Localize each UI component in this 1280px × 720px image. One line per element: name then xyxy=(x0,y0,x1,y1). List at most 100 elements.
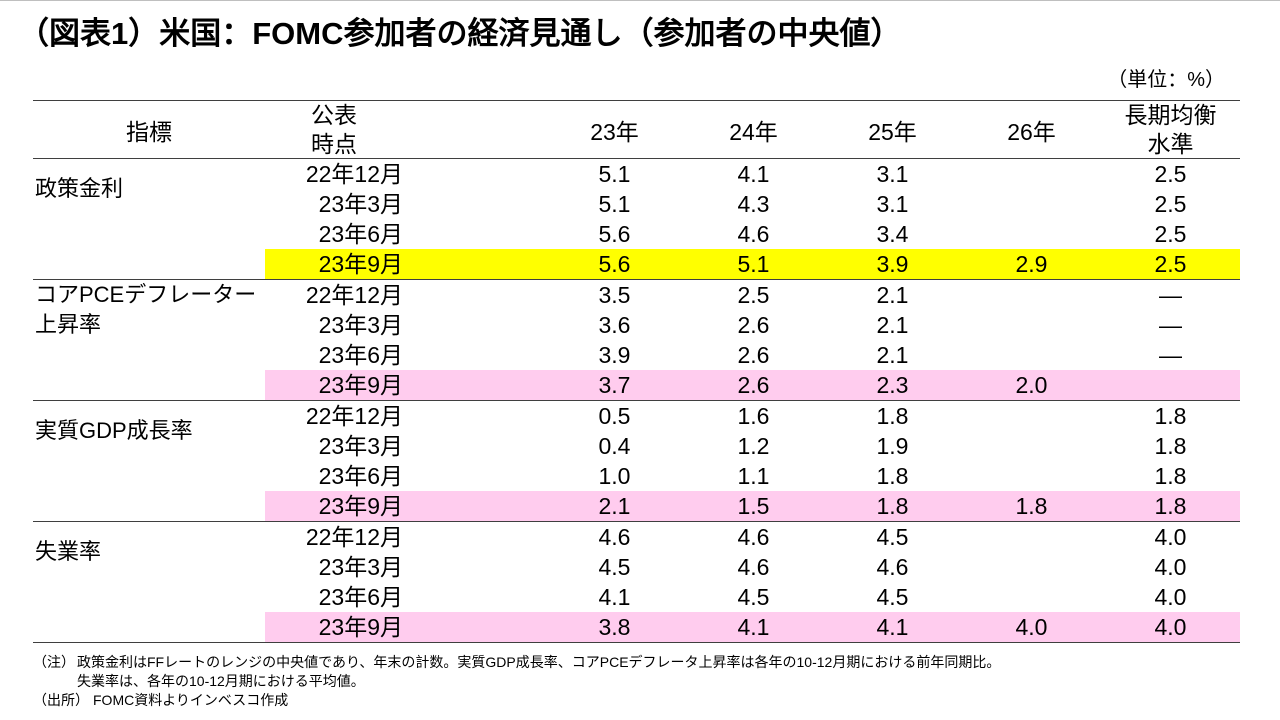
value-25: 4.6 xyxy=(876,554,909,580)
value-longrun: — xyxy=(1159,282,1182,308)
note-text: 失業率は、各年の10-12月期における平均値。 xyxy=(77,673,365,689)
value-25: 1.8 xyxy=(876,493,909,519)
indicator-label: 政策金利 xyxy=(35,159,263,219)
value-24: 4.6 xyxy=(737,221,770,247)
period-cell: 23年6月 xyxy=(318,342,403,368)
value-24: 4.5 xyxy=(737,584,770,610)
value-24: 4.3 xyxy=(737,191,770,217)
table-row-latest: 23年9月 3.7 2.6 2.3 2.0 xyxy=(265,370,1240,400)
period-cell: 23年6月 xyxy=(318,221,403,247)
source-label: （出所） xyxy=(33,692,89,708)
value-24: 2.5 xyxy=(737,282,770,308)
header-indicator: 指標 xyxy=(126,118,172,145)
indicator-label-line: 上昇率 xyxy=(35,312,102,337)
value-longrun: 4.0 xyxy=(1154,584,1187,610)
value-23: 4.5 xyxy=(598,554,631,580)
value-24: 1.2 xyxy=(737,433,770,459)
page-title: （図表1）米国：FOMC参加者の経済見通し（参加者の中央値） xyxy=(18,16,902,51)
table-row: 23年6月 5.6 4.6 3.4 2.5 xyxy=(265,219,1240,249)
note-text: 政策金利はFFレートのレンジの中央値であり、年末の計数。実質GDP成長率、コアP… xyxy=(77,654,1001,670)
period-cell: 22年12月 xyxy=(305,282,403,308)
value-24: 5.1 xyxy=(737,251,770,277)
value-23: 3.5 xyxy=(598,282,631,308)
indicator-label: 失業率 xyxy=(35,522,263,582)
period-cell: 22年12月 xyxy=(305,161,403,187)
period-cell: 23年9月 xyxy=(318,614,403,640)
value-24: 1.5 xyxy=(737,493,770,519)
value-longrun: 2.5 xyxy=(1154,161,1187,187)
value-25: 4.5 xyxy=(876,524,909,550)
value-24: 4.6 xyxy=(737,554,770,580)
footnotes: （注） 政策金利はFFレートのレンジの中央値であり、年末の計数。実質GDP成長率… xyxy=(33,653,1000,710)
value-longrun: 4.0 xyxy=(1154,524,1187,550)
value-23: 3.9 xyxy=(598,342,631,368)
period-cell: 22年12月 xyxy=(305,403,403,429)
value-23: 3.8 xyxy=(598,614,631,640)
source-text: FOMC資料よりインベスコ作成 xyxy=(93,692,289,708)
value-24: 2.6 xyxy=(737,342,770,368)
value-23: 5.6 xyxy=(598,251,631,277)
header-year-25: 25年 xyxy=(868,118,917,145)
value-26: 2.9 xyxy=(1015,251,1048,277)
table-header-row: 指標 公表 時点 23年 24年 25年 26年 長期均衡 水準 xyxy=(33,101,1240,159)
header-year-24: 24年 xyxy=(729,118,778,145)
value-longrun: 1.8 xyxy=(1154,433,1187,459)
value-25: 2.1 xyxy=(876,282,909,308)
table-row: 22年12月 0.5 1.6 1.8 1.8 xyxy=(265,401,1240,431)
value-longrun: 4.0 xyxy=(1154,554,1187,580)
note-label: （注） xyxy=(33,654,75,670)
indicator-label-line: 政策金利 xyxy=(35,176,124,201)
header-published: 公表 時点 xyxy=(265,101,545,159)
value-25: 1.9 xyxy=(876,433,909,459)
indicator-group-unemployment: 失業率 22年12月 4.6 4.6 4.5 4.0 23年3月 4.5 4.6 4.6 4.0… xyxy=(33,522,1240,643)
table-row-latest: 23年9月 2.1 1.5 1.8 1.8 1.8 xyxy=(265,491,1240,521)
unit-label: （単位：%） xyxy=(1107,69,1225,91)
value-24: 4.6 xyxy=(737,524,770,550)
value-longrun: 1.8 xyxy=(1154,403,1187,429)
table-row: 23年6月 3.9 2.6 2.1 — xyxy=(265,340,1240,370)
period-cell: 23年3月 xyxy=(318,433,403,459)
value-longrun: 2.5 xyxy=(1154,251,1187,277)
value-23: 3.6 xyxy=(598,312,631,338)
period-cell: 23年9月 xyxy=(318,372,403,398)
value-24: 1.6 xyxy=(737,403,770,429)
value-longrun: 4.0 xyxy=(1154,614,1187,640)
value-25: 4.5 xyxy=(876,584,909,610)
value-23: 5.6 xyxy=(598,221,631,247)
value-23: 5.1 xyxy=(598,191,631,217)
value-25: 2.1 xyxy=(876,342,909,368)
indicator-label-line: 失業率 xyxy=(35,539,102,564)
header-published-line: 公表 xyxy=(311,101,357,128)
note-line: （注） 政策金利はFFレートのレンジの中央値であり、年末の計数。実質GDP成長率… xyxy=(33,653,1000,672)
table-row-latest: 23年9月 3.8 4.1 4.1 4.0 4.0 xyxy=(265,612,1240,642)
group-rows: 22年12月 3.5 2.5 2.1 — 23年3月 3.6 2.6 2.1 — 23年6月 3.… xyxy=(265,280,1240,400)
indicator-group-core-pce: コアPCEデフレーター 上昇率 22年12月 3.5 2.5 2.1 — 23年3月 3.… xyxy=(33,280,1240,401)
table-row: 22年12月 5.1 4.1 3.1 2.5 xyxy=(265,159,1240,189)
value-25: 3.1 xyxy=(876,161,909,187)
period-cell: 23年9月 xyxy=(318,251,403,277)
value-23: 0.5 xyxy=(598,403,631,429)
group-rows: 22年12月 5.1 4.1 3.1 2.5 23年3月 5.1 4.3 3.1 2.5 23年… xyxy=(265,159,1240,279)
value-24: 2.6 xyxy=(737,372,770,398)
value-24: 1.1 xyxy=(737,463,770,489)
header-longrun-line: 長期均衡 xyxy=(1124,101,1217,128)
header-year-23: 23年 xyxy=(590,118,639,145)
table-row: 22年12月 4.6 4.6 4.5 4.0 xyxy=(265,522,1240,552)
value-longrun: 2.5 xyxy=(1154,191,1187,217)
top-rule xyxy=(0,0,1280,1)
value-23: 1.0 xyxy=(598,463,631,489)
data-table: 指標 公表 時点 23年 24年 25年 26年 長期均衡 水準 政策金利 22… xyxy=(33,100,1240,643)
value-23: 4.6 xyxy=(598,524,631,550)
value-longrun: 1.8 xyxy=(1154,463,1187,489)
indicator-group-policy-rate: 政策金利 22年12月 5.1 4.1 3.1 2.5 23年3月 5.1 4.3 3.1 2.… xyxy=(33,159,1240,280)
source-line: （出所） FOMC資料よりインベスコ作成 xyxy=(33,691,1000,710)
indicator-label-line: 実質GDP成長率 xyxy=(35,418,193,443)
period-cell: 23年3月 xyxy=(318,554,403,580)
value-longrun: 2.5 xyxy=(1154,221,1187,247)
value-23: 0.4 xyxy=(598,433,631,459)
value-24: 4.1 xyxy=(737,614,770,640)
indicator-label: 実質GDP成長率 xyxy=(35,401,263,461)
header-year-26: 26年 xyxy=(1007,118,1056,145)
value-25: 3.4 xyxy=(876,221,909,247)
table-row: 23年3月 0.4 1.2 1.9 1.8 xyxy=(265,431,1240,461)
